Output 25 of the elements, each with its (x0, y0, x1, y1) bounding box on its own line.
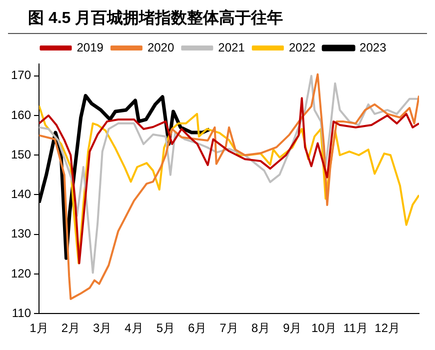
y-tick-label: 130 (10, 226, 32, 241)
x-tick-label: 7月 (220, 321, 238, 336)
x-tick-label: 5月 (156, 321, 176, 336)
chart-title: 图 4.5 月百城拥堵指数整体高于往年 (8, 8, 427, 34)
x-tick-label: 11月 (343, 321, 368, 336)
x-tick-label: 12月 (374, 321, 400, 336)
y-tick-label: 120 (10, 266, 32, 280)
x-tick-label: 3月 (93, 321, 112, 336)
y-tick-label: 170 (10, 68, 32, 82)
y-tick-label: 110 (12, 306, 32, 320)
y-tick-label: 150 (10, 147, 32, 162)
x-tick-label: 2月 (61, 321, 80, 336)
legend-label: 2023 (360, 40, 387, 54)
x-tick-label: 8月 (251, 321, 270, 336)
x-tick-label: 9月 (282, 321, 302, 336)
legend-label: 2019 (76, 40, 104, 54)
legend-label: 2022 (288, 40, 316, 54)
y-tick-label: 160 (10, 108, 32, 122)
x-tick-label: 10月 (311, 321, 337, 336)
x-tick-label: 1月 (30, 321, 48, 336)
legend-label: 2020 (147, 40, 174, 54)
x-tick-label: 6月 (188, 321, 207, 336)
x-tick-label: 4月 (124, 321, 144, 336)
legend-label: 2021 (218, 40, 246, 54)
y-tick-label: 140 (10, 187, 32, 202)
